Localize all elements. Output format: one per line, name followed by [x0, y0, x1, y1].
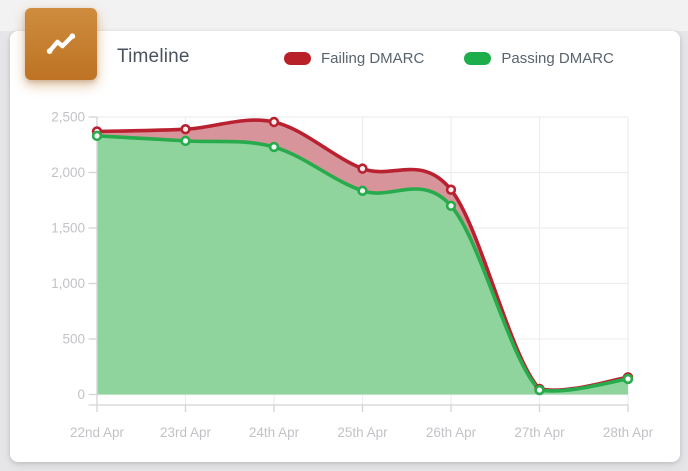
y-axis-label: 1,000 [51, 276, 85, 291]
x-axis-label: 22nd Apr [70, 425, 125, 440]
point-passing-dmarc-2[interactable] [268, 141, 280, 153]
y-axis-label: 1,500 [51, 221, 85, 236]
x-axis-label: 25th Apr [337, 425, 388, 440]
trending-line-icon [25, 8, 97, 80]
point-passing-dmarc-3[interactable] [357, 185, 368, 197]
x-axis-label: 23rd Apr [160, 425, 212, 440]
point-failing-dmarc-4[interactable] [445, 184, 457, 195]
legend-label-failing: Failing DMARC [321, 50, 425, 67]
point-passing-dmarc-5[interactable] [534, 384, 545, 396]
y-axis-label: 2,500 [51, 110, 85, 125]
chart-legend: Failing DMARC Passing DMARC [284, 50, 614, 67]
trending-line-glyph [46, 33, 76, 54]
point-passing-dmarc-1[interactable] [180, 135, 191, 147]
area-passing-dmarc [97, 135, 628, 395]
point-failing-dmarc-3[interactable] [357, 163, 368, 174]
legend-marker-passing [464, 52, 492, 65]
legend-label-passing: Passing DMARC [501, 50, 614, 67]
x-axis-label: 26th Apr [426, 425, 477, 440]
point-failing-dmarc-1[interactable] [180, 124, 191, 135]
point-failing-dmarc-2[interactable] [268, 116, 280, 128]
y-axis-label: 0 [77, 387, 85, 402]
y-axis-label: 500 [62, 332, 85, 347]
x-axis-label: 28th Apr [603, 425, 654, 440]
point-passing-dmarc-0[interactable] [91, 130, 103, 142]
legend-item-failing-dmarc[interactable]: Failing DMARC [284, 50, 424, 67]
legend-item-passing-dmarc[interactable]: Passing DMARC [464, 50, 614, 67]
y-axis-label: 2,000 [51, 165, 85, 180]
x-axis-label: 24th Apr [249, 425, 300, 440]
legend-marker-failing [284, 52, 311, 65]
chart-title: Timeline [117, 46, 190, 67]
x-axis-label: 27th Apr [514, 425, 565, 440]
page-background-strip [0, 0, 688, 31]
point-passing-dmarc-6[interactable] [622, 373, 634, 385]
point-passing-dmarc-4[interactable] [445, 200, 457, 212]
